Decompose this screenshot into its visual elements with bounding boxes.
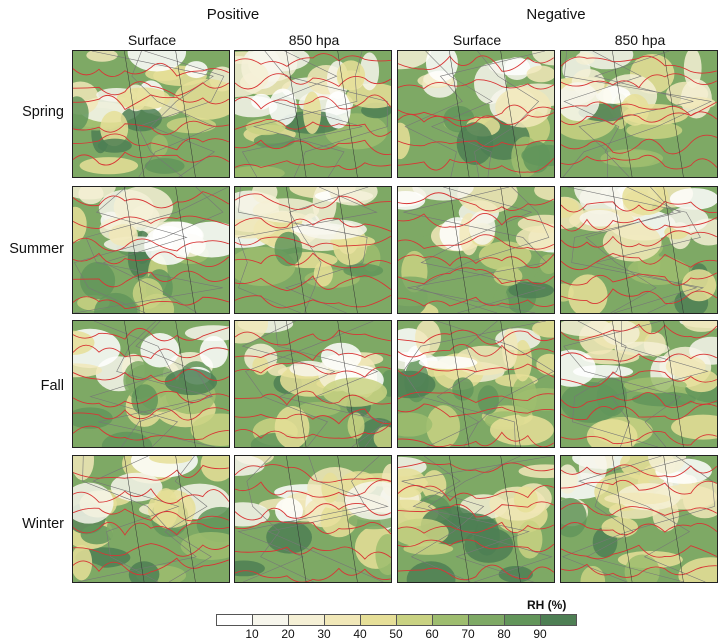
row-label-summer: Summer bbox=[9, 241, 64, 257]
map-panel-summer-positive-surface bbox=[72, 186, 230, 314]
map-panel-summer-negative-850hpa bbox=[560, 186, 718, 314]
map-panel-fall-negative-850hpa bbox=[560, 320, 718, 448]
colorbar-segment bbox=[360, 614, 397, 626]
colorbar-segment bbox=[468, 614, 505, 626]
map-panel-spring-positive-850hpa bbox=[234, 50, 392, 178]
colorbar-segment bbox=[396, 614, 433, 626]
map-panel-winter-positive-surface bbox=[72, 455, 230, 583]
group-header-negative: Negative bbox=[526, 6, 586, 23]
colorbar-tick-label: 40 bbox=[353, 627, 367, 641]
colorbar-tick-label: 90 bbox=[533, 627, 547, 641]
map-panel-fall-negative-surface bbox=[397, 320, 555, 448]
colorbar-tick-label: 10 bbox=[245, 627, 259, 641]
row-label-fall: Fall bbox=[40, 378, 64, 394]
col-header-negative-850hpa: 850 hpa bbox=[614, 32, 666, 48]
col-header-positive-850hpa: 850 hpa bbox=[288, 32, 340, 48]
colorbar-segment bbox=[216, 614, 253, 626]
map-panel-spring-positive-surface bbox=[72, 50, 230, 178]
colorbar-tick-label: 30 bbox=[317, 627, 331, 641]
col-header-positive-surface: Surface bbox=[127, 32, 177, 48]
colorbar-segment bbox=[540, 614, 577, 626]
colorbar-segment bbox=[324, 614, 361, 626]
map-panel-spring-negative-surface bbox=[397, 50, 555, 178]
colorbar-ticks: 10 20 30 40 50 60 70 80 90 bbox=[216, 626, 576, 642]
map-panel-spring-negative-850hpa bbox=[560, 50, 718, 178]
group-header-positive: Positive bbox=[206, 6, 260, 23]
colorbar-title: RH (%) bbox=[527, 598, 567, 612]
map-panel-summer-negative-surface bbox=[397, 186, 555, 314]
colorbar bbox=[216, 614, 577, 626]
colorbar-segment bbox=[288, 614, 325, 626]
map-panel-summer-positive-850hpa bbox=[234, 186, 392, 314]
map-panel-winter-negative-850hpa bbox=[560, 455, 718, 583]
row-label-winter: Winter bbox=[22, 516, 64, 532]
colorbar-segment bbox=[252, 614, 289, 626]
colorbar-tick-label: 20 bbox=[281, 627, 295, 641]
map-panel-fall-positive-surface bbox=[72, 320, 230, 448]
col-header-negative-surface: Surface bbox=[452, 32, 502, 48]
map-panel-fall-positive-850hpa bbox=[234, 320, 392, 448]
colorbar-tick-label: 50 bbox=[389, 627, 403, 641]
map-panel-winter-negative-surface bbox=[397, 455, 555, 583]
row-label-spring: Spring bbox=[22, 104, 64, 120]
colorbar-tick-label: 60 bbox=[425, 627, 439, 641]
colorbar-segment bbox=[432, 614, 469, 626]
colorbar-segment bbox=[504, 614, 541, 626]
colorbar-tick-label: 80 bbox=[497, 627, 511, 641]
map-panel-winter-positive-850hpa bbox=[234, 455, 392, 583]
colorbar-tick-label: 70 bbox=[461, 627, 475, 641]
